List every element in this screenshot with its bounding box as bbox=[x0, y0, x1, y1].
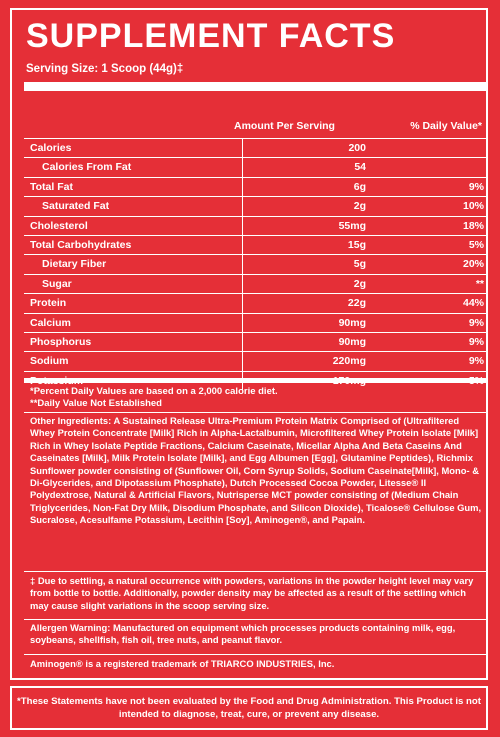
nutrient-daily-value: 9% bbox=[468, 335, 484, 348]
column-divider bbox=[242, 332, 243, 352]
column-divider bbox=[242, 313, 243, 332]
nutrient-amount: 2g bbox=[353, 277, 366, 290]
nutrient-daily-value: 20% bbox=[462, 258, 484, 271]
panel-title: SUPPLEMENT FACTS bbox=[26, 17, 396, 55]
nutrient-amount: 54 bbox=[354, 161, 366, 174]
nutrient-daily-value: 44% bbox=[462, 297, 484, 310]
nutrient-name: Sugar bbox=[42, 277, 72, 290]
daily-value-header: % Daily Value* bbox=[410, 120, 482, 132]
nutrient-name: Calories bbox=[30, 142, 72, 154]
nutrient-row: Calories From Fat 54 bbox=[24, 157, 488, 177]
nutrient-name: Total Fat bbox=[30, 180, 73, 193]
other-ingredients: Other Ingredients: A Sustained Release U… bbox=[30, 415, 482, 526]
nutrient-row: Phosphorus 90mg 9% bbox=[24, 331, 488, 352]
divider bbox=[24, 571, 488, 572]
column-divider bbox=[242, 158, 243, 177]
nutrient-name: Calcium bbox=[30, 316, 71, 329]
column-divider bbox=[242, 255, 243, 274]
nutrient-daily-value: 18% bbox=[462, 219, 484, 232]
divider bbox=[24, 412, 488, 413]
nutrient-amount: 90mg bbox=[338, 335, 366, 348]
nutrient-amount: 6g bbox=[353, 180, 366, 193]
amount-per-serving-header: Amount Per Serving bbox=[234, 120, 335, 132]
nutrient-amount: 5g bbox=[353, 258, 366, 271]
nutrient-amount: 55mg bbox=[338, 219, 366, 232]
nutrient-row: Dietary Fiber 5g 20% bbox=[24, 254, 488, 274]
column-divider bbox=[242, 235, 243, 255]
nutrient-row: Cholesterol 55mg 18% bbox=[24, 215, 488, 235]
column-divider bbox=[242, 352, 243, 371]
nutrient-daily-value: 9% bbox=[468, 180, 484, 193]
nutrient-row: Calories 200 bbox=[24, 138, 488, 158]
nutrient-row: Sodium 220mg 9% bbox=[24, 351, 488, 371]
nutrient-row: Saturated Fat 2g 10% bbox=[24, 196, 488, 216]
nutrient-row: Total Carbohydrates 15g 5% bbox=[24, 234, 488, 255]
supplement-facts-panel: SUPPLEMENT FACTS Serving Size: 1 Scoop (… bbox=[10, 8, 488, 680]
column-divider bbox=[242, 177, 243, 197]
allergen-warning: Allergen Warning: Manufactured on equipm… bbox=[30, 622, 456, 646]
mid-rule bbox=[24, 378, 488, 383]
column-divider bbox=[242, 274, 243, 294]
column-divider bbox=[242, 139, 243, 158]
nutrient-daily-value: 5% bbox=[468, 238, 484, 251]
column-divider bbox=[242, 197, 243, 216]
nutrient-name: Saturated Fat bbox=[42, 200, 110, 213]
settling-note: ‡ Due to settling, a natural occurrence … bbox=[30, 575, 474, 611]
nutrient-name: Cholesterol bbox=[30, 219, 88, 232]
nutrient-name: Sodium bbox=[30, 355, 69, 368]
not-established-footnote: **Daily Value Not Established bbox=[30, 398, 162, 409]
nutrient-amount: 90mg bbox=[338, 316, 366, 329]
nutrient-name: Total Carbohydrates bbox=[30, 238, 132, 251]
divider bbox=[24, 619, 488, 620]
column-divider bbox=[242, 216, 243, 235]
nutrient-amount: 200 bbox=[348, 142, 366, 154]
nutrient-name: Dietary Fiber bbox=[42, 258, 107, 271]
trademark-note: Aminogen® is a registered trademark of T… bbox=[30, 658, 335, 669]
nutrient-amount: 2g bbox=[353, 200, 366, 213]
nutrient-row: Calcium 90mg 9% bbox=[24, 312, 488, 332]
thick-rule bbox=[24, 82, 488, 91]
daily-value-footnote: *Percent Daily Values are based on a 2,0… bbox=[30, 386, 278, 397]
divider bbox=[24, 654, 488, 655]
nutrient-name: Phosphorus bbox=[30, 335, 92, 348]
nutrient-row: Protein 22g 44% bbox=[24, 293, 488, 313]
column-divider bbox=[242, 294, 243, 313]
nutrient-daily-value: 10% bbox=[462, 200, 484, 213]
nutrient-amount: 15g bbox=[347, 238, 366, 251]
fda-disclaimer: *These Statements have not been evaluate… bbox=[10, 686, 488, 730]
nutrient-row: Sugar 2g ** bbox=[24, 273, 488, 294]
nutrient-name: Calories From Fat bbox=[42, 161, 132, 174]
nutrient-amount: 220mg bbox=[332, 355, 366, 368]
serving-size: Serving Size: 1 Scoop (44g)‡ bbox=[26, 63, 184, 75]
nutrient-table: Calories 200 Calories From Fat 54 Total Fat 6… bbox=[24, 138, 488, 391]
nutrient-name: Protein bbox=[30, 297, 67, 310]
nutrient-daily-value: 9% bbox=[468, 355, 484, 368]
nutrient-row: Total Fat 6g 9% bbox=[24, 176, 488, 197]
nutrient-daily-value: 9% bbox=[468, 316, 484, 329]
nutrient-daily-value: ** bbox=[475, 277, 484, 290]
nutrient-amount: 22g bbox=[347, 297, 366, 310]
